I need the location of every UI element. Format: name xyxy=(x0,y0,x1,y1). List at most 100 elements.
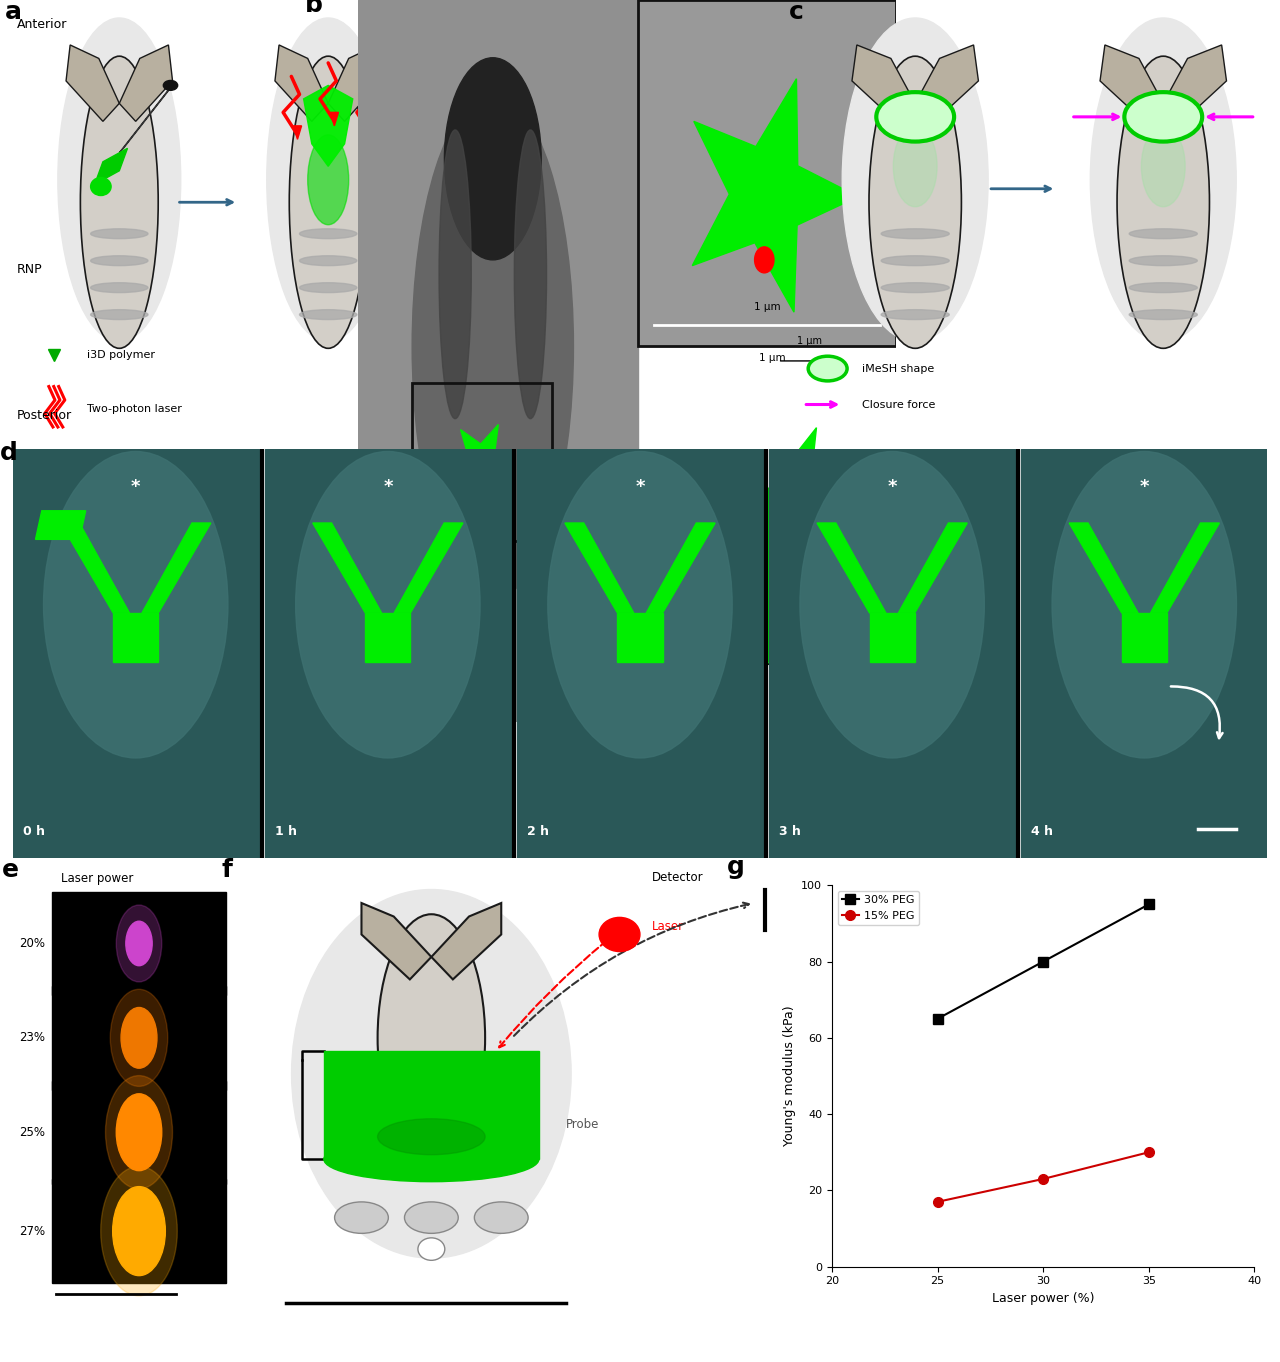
Polygon shape xyxy=(646,523,716,613)
Legend: 30% PEG, 15% PEG: 30% PEG, 15% PEG xyxy=(837,891,919,925)
Ellipse shape xyxy=(881,229,950,238)
Polygon shape xyxy=(95,148,128,184)
Text: e: e xyxy=(1,858,19,883)
Text: *: * xyxy=(1139,478,1149,496)
Text: 2 h: 2 h xyxy=(527,824,549,838)
Ellipse shape xyxy=(378,1118,485,1155)
Polygon shape xyxy=(312,523,381,613)
Polygon shape xyxy=(564,523,634,613)
Polygon shape xyxy=(899,523,968,613)
Text: Closure force: Closure force xyxy=(861,399,936,410)
Bar xyxy=(52,1179,227,1283)
Circle shape xyxy=(599,918,640,952)
Polygon shape xyxy=(119,45,173,121)
Ellipse shape xyxy=(439,129,471,418)
Polygon shape xyxy=(394,523,463,613)
Polygon shape xyxy=(915,45,978,121)
Text: Anterior: Anterior xyxy=(17,18,68,31)
X-axis label: Laser power (%): Laser power (%) xyxy=(992,1293,1094,1305)
Polygon shape xyxy=(1151,523,1220,613)
Polygon shape xyxy=(367,125,375,139)
Ellipse shape xyxy=(548,452,732,757)
Text: *: * xyxy=(131,478,141,496)
Ellipse shape xyxy=(877,93,954,142)
Polygon shape xyxy=(330,113,338,125)
Text: 25%: 25% xyxy=(19,1126,46,1139)
Ellipse shape xyxy=(334,1201,388,1234)
Ellipse shape xyxy=(881,256,950,266)
Text: iMeSH shape: iMeSH shape xyxy=(861,364,934,373)
Line: 30% PEG: 30% PEG xyxy=(933,899,1153,1024)
Polygon shape xyxy=(692,79,859,312)
Polygon shape xyxy=(36,511,86,539)
Ellipse shape xyxy=(300,229,357,238)
Text: Detector: Detector xyxy=(652,870,704,884)
Ellipse shape xyxy=(91,309,148,320)
Ellipse shape xyxy=(44,452,228,757)
Y-axis label: Young's modulus (kPa): Young's modulus (kPa) xyxy=(783,1005,796,1147)
Text: 0 h: 0 h xyxy=(23,824,45,838)
Ellipse shape xyxy=(122,1008,157,1068)
Bar xyxy=(412,383,552,541)
Ellipse shape xyxy=(444,57,541,260)
Ellipse shape xyxy=(1129,283,1197,293)
Ellipse shape xyxy=(164,80,178,90)
Bar xyxy=(52,892,227,996)
Text: 27%: 27% xyxy=(19,1224,46,1238)
Text: 1 μm: 1 μm xyxy=(797,336,823,346)
Text: 1 μm: 1 μm xyxy=(754,302,781,312)
Bar xyxy=(769,449,1015,858)
Bar xyxy=(517,449,763,858)
Text: 190 μm: 190 μm xyxy=(746,700,788,710)
Polygon shape xyxy=(361,903,431,979)
Polygon shape xyxy=(365,613,411,662)
Text: i3D polymer: i3D polymer xyxy=(87,350,155,360)
Polygon shape xyxy=(431,903,502,979)
Bar xyxy=(52,1080,227,1184)
Text: 4 h: 4 h xyxy=(1032,824,1053,838)
Ellipse shape xyxy=(296,452,480,757)
Text: Probe: Probe xyxy=(566,1118,599,1130)
Polygon shape xyxy=(1121,613,1167,662)
Ellipse shape xyxy=(1052,452,1236,757)
Polygon shape xyxy=(1100,45,1164,121)
Circle shape xyxy=(755,247,774,272)
Text: b: b xyxy=(305,0,323,16)
Ellipse shape xyxy=(1091,18,1236,342)
Ellipse shape xyxy=(324,1137,539,1182)
Polygon shape xyxy=(142,523,211,613)
Text: RNP: RNP xyxy=(17,263,42,276)
Ellipse shape xyxy=(881,309,950,320)
Polygon shape xyxy=(113,613,159,662)
Text: f: f xyxy=(221,858,233,883)
Ellipse shape xyxy=(110,989,168,1087)
Ellipse shape xyxy=(266,18,389,342)
Text: 23%: 23% xyxy=(19,1031,46,1045)
Polygon shape xyxy=(852,45,915,121)
15% PEG xyxy=(1036,1171,1051,1188)
Text: *: * xyxy=(887,478,897,496)
Ellipse shape xyxy=(105,1076,173,1189)
Ellipse shape xyxy=(1124,93,1202,142)
Ellipse shape xyxy=(307,135,348,225)
Text: Two-photon laser: Two-photon laser xyxy=(87,405,182,414)
Polygon shape xyxy=(119,86,173,153)
Ellipse shape xyxy=(91,177,111,196)
Text: 20%: 20% xyxy=(19,937,46,949)
Bar xyxy=(324,1051,539,1159)
Ellipse shape xyxy=(300,256,357,266)
15% PEG xyxy=(929,1193,945,1209)
Ellipse shape xyxy=(842,18,988,342)
Text: c: c xyxy=(788,0,804,25)
Bar xyxy=(358,0,637,722)
Ellipse shape xyxy=(101,1166,178,1295)
Circle shape xyxy=(417,1238,445,1260)
Ellipse shape xyxy=(81,56,159,349)
Ellipse shape xyxy=(91,283,148,293)
Ellipse shape xyxy=(881,283,950,293)
Text: g: g xyxy=(727,855,744,878)
Ellipse shape xyxy=(1129,256,1197,266)
Ellipse shape xyxy=(404,1201,458,1234)
Bar xyxy=(13,449,259,858)
Ellipse shape xyxy=(292,889,571,1258)
